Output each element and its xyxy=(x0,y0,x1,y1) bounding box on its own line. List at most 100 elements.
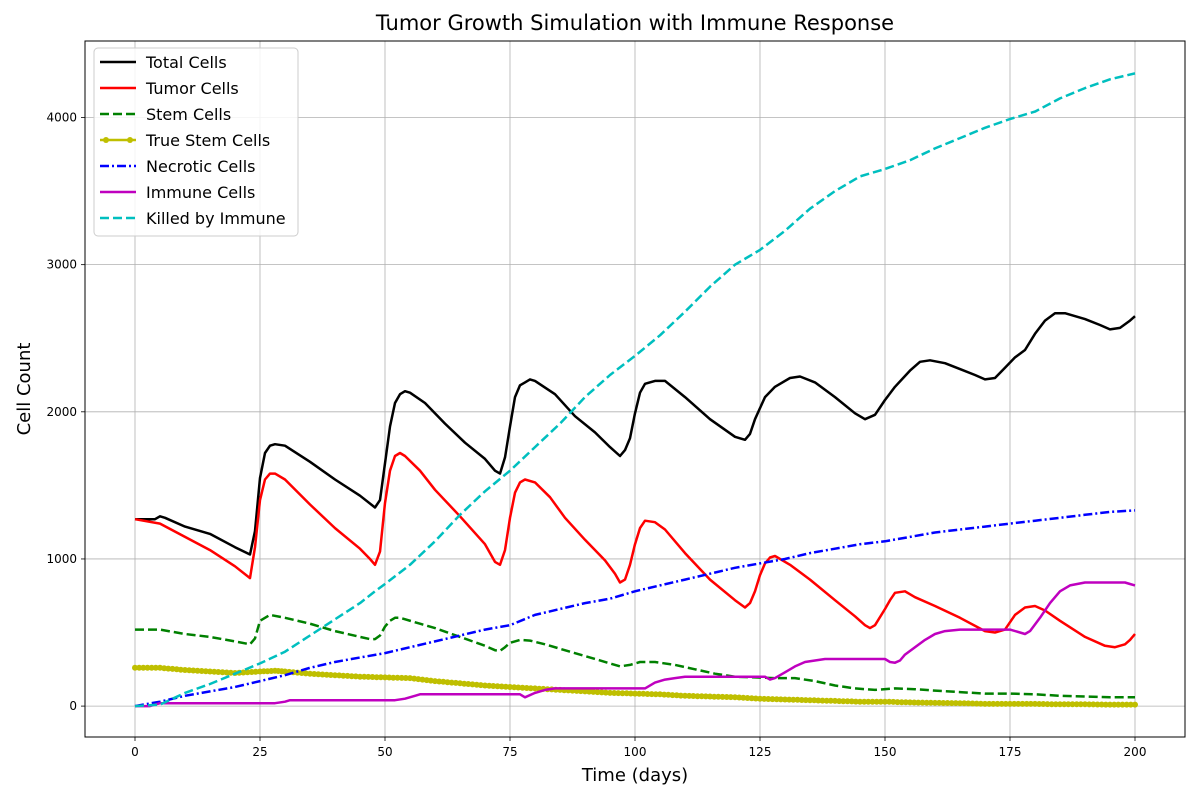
data-point xyxy=(1027,700,1034,707)
data-point xyxy=(652,691,659,698)
data-point xyxy=(1040,701,1047,707)
x-tick-label-6: 150 xyxy=(874,745,897,759)
data-point xyxy=(857,698,863,705)
y-tick-label-4: 4000 xyxy=(46,111,77,125)
series-line-killed-by-immune xyxy=(134,72,1136,708)
legend-box xyxy=(93,47,299,237)
x-tick-label-4: 100 xyxy=(624,745,647,759)
data-point xyxy=(1094,701,1101,708)
y-tick-label-3: 3000 xyxy=(46,258,77,272)
data-point xyxy=(940,700,947,706)
legend-label-killed-by-immune: Killed by Immune xyxy=(146,209,286,228)
data-point xyxy=(932,699,938,706)
data-point xyxy=(357,673,363,680)
data-point xyxy=(1007,700,1013,707)
y-tick-label-0: 0 xyxy=(69,699,77,713)
data-point xyxy=(1123,701,1130,708)
legend-label-necrotic-cells: Necrotic Cells xyxy=(146,157,255,176)
x-axis-ticks: 0 25 50 75 100 125 150 175 200 xyxy=(131,737,1146,759)
data-point xyxy=(852,698,859,705)
data-point xyxy=(877,698,884,705)
data-point xyxy=(777,696,784,703)
data-point xyxy=(1044,701,1051,708)
data-point xyxy=(769,696,776,703)
data-point xyxy=(894,699,901,706)
y-axis-ticks: 0 1000 2000 3000 4000 xyxy=(46,111,85,713)
data-point xyxy=(807,697,813,704)
data-point xyxy=(382,674,388,681)
data-point xyxy=(144,664,151,671)
data-point xyxy=(1102,701,1109,708)
data-point xyxy=(869,698,876,705)
data-point xyxy=(782,696,788,703)
data-point xyxy=(132,664,138,671)
data-point xyxy=(998,700,1005,707)
data-point xyxy=(702,693,709,700)
data-point xyxy=(627,690,634,697)
data-point xyxy=(994,700,1001,707)
x-tick-label-5: 125 xyxy=(749,745,772,759)
data-point xyxy=(840,698,847,705)
data-point xyxy=(152,664,159,671)
data-point xyxy=(969,700,976,707)
data-point xyxy=(957,700,963,707)
data-point xyxy=(1111,701,1118,708)
x-axis-label: Time (days) xyxy=(581,765,688,786)
y-axis-label: Cell Count xyxy=(14,343,35,436)
data-point xyxy=(607,689,613,696)
legend-label-immune-cells: Immune Cells xyxy=(146,183,255,202)
data-point xyxy=(394,674,401,681)
data-point xyxy=(715,693,722,700)
legend: Total Cells Tumor Cells Stem Cells True Ste… xyxy=(93,47,299,237)
data-point xyxy=(1086,701,1093,708)
data-point xyxy=(865,698,872,705)
y-tick-label-2: 2000 xyxy=(46,405,77,419)
data-point xyxy=(790,696,797,703)
data-point xyxy=(694,693,701,700)
grid-lines xyxy=(85,41,1185,737)
legend-marker xyxy=(103,137,109,143)
data-point xyxy=(965,700,972,707)
data-point xyxy=(632,690,638,697)
x-tick-label-8: 200 xyxy=(1124,745,1147,759)
data-point xyxy=(986,700,993,707)
data-point xyxy=(1057,701,1063,708)
data-point xyxy=(948,700,955,707)
data-point xyxy=(1082,701,1088,708)
x-tick-label-1: 25 xyxy=(252,745,267,759)
legend-marker xyxy=(127,137,133,143)
data-point xyxy=(873,698,880,705)
data-point xyxy=(982,700,988,707)
series-line-immune-cells xyxy=(135,581,1136,708)
data-point xyxy=(682,692,688,699)
data-point xyxy=(819,697,826,704)
data-point xyxy=(1119,701,1126,708)
x-tick-label-0: 0 xyxy=(131,745,139,759)
data-point xyxy=(1036,701,1043,707)
data-point xyxy=(1052,701,1059,708)
y-tick-label-1: 1000 xyxy=(46,552,77,566)
data-point xyxy=(952,700,959,707)
data-point xyxy=(719,693,726,700)
legend-label-tumor-cells: Tumor Cells xyxy=(145,79,239,98)
data-point xyxy=(1073,701,1080,708)
x-tick-label-2: 50 xyxy=(377,745,392,759)
data-point xyxy=(1032,700,1038,707)
data-point xyxy=(927,699,934,706)
data-point xyxy=(1015,700,1022,707)
data-point xyxy=(1019,700,1026,707)
data-point xyxy=(148,664,155,671)
data-point xyxy=(1127,701,1134,708)
legend-label-total-cells: Total Cells xyxy=(145,53,227,72)
data-point xyxy=(1023,700,1030,707)
series-line-tumor-cells xyxy=(134,451,1136,649)
data-point xyxy=(1065,701,1072,708)
data-point xyxy=(802,697,809,704)
x-tick-label-3: 75 xyxy=(502,745,517,759)
data-point xyxy=(915,699,922,706)
data-point xyxy=(390,674,397,681)
data-point xyxy=(990,700,997,707)
data-point xyxy=(944,700,951,706)
data-point xyxy=(902,699,909,706)
